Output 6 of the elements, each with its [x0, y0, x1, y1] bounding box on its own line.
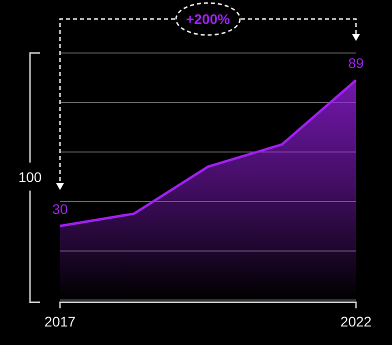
data-label: 30: [52, 200, 68, 217]
text: 100: [18, 168, 42, 185]
text: +200%: [186, 11, 230, 27]
x-tick-label: 2022: [340, 313, 372, 330]
x-tick-label: 2017: [44, 313, 76, 330]
data-label: 89: [348, 55, 364, 72]
